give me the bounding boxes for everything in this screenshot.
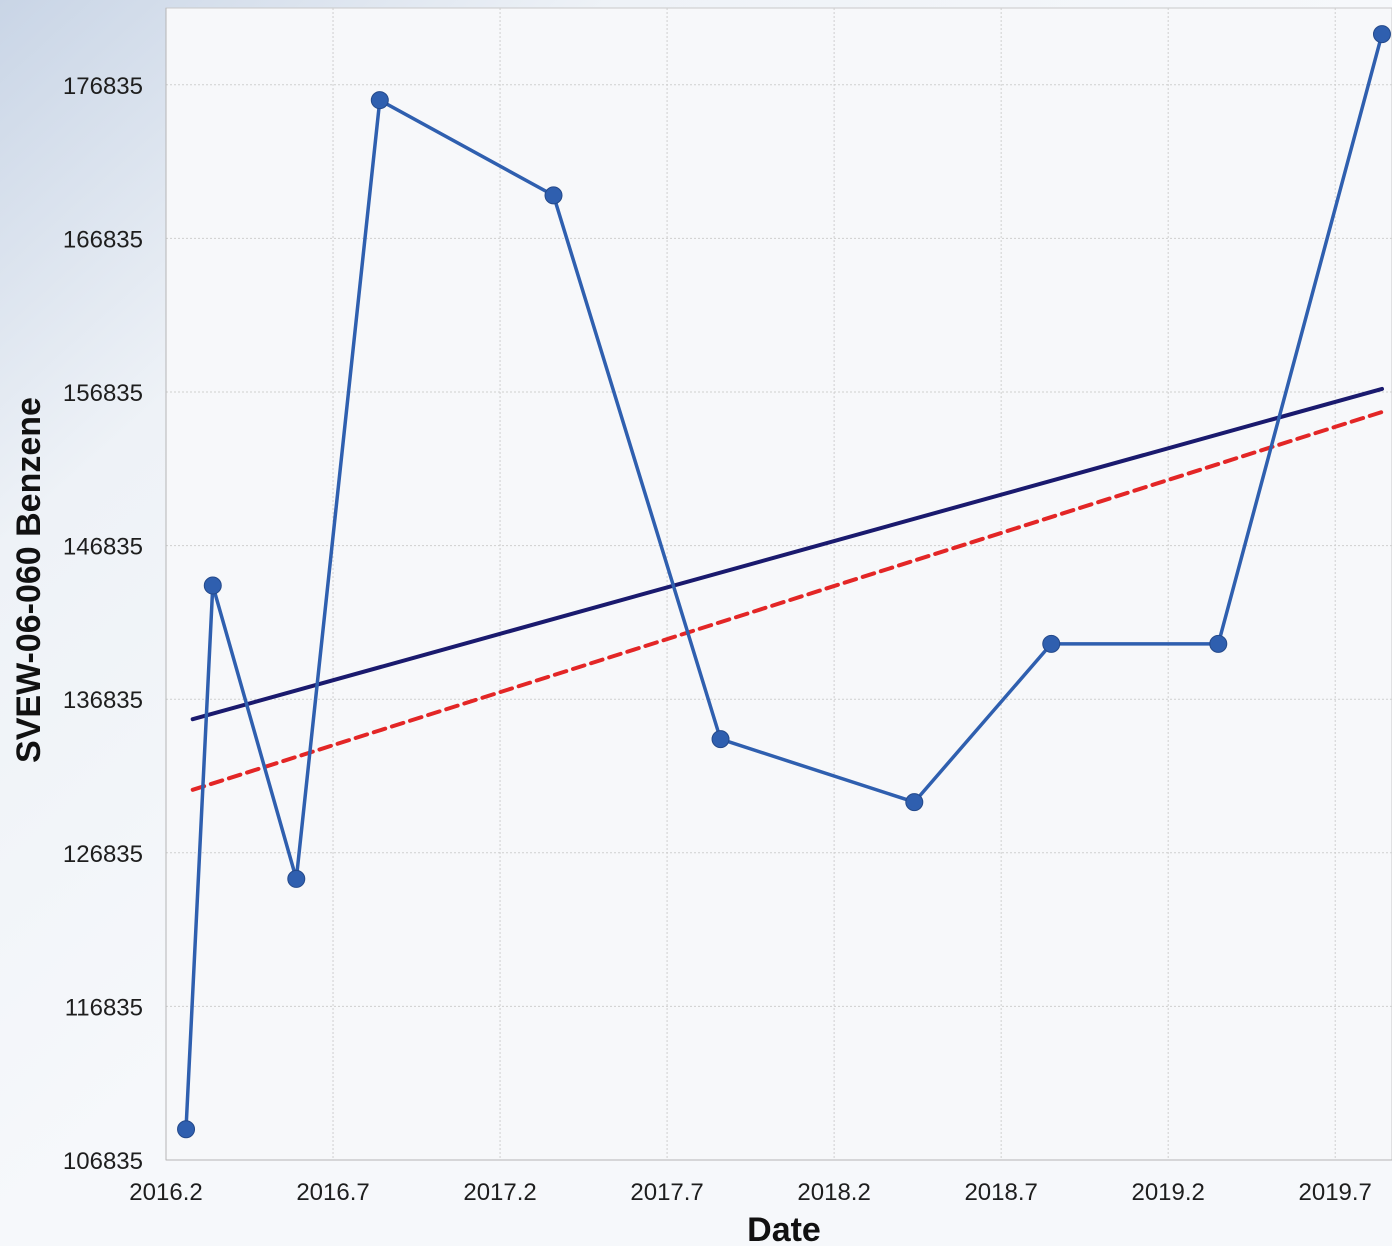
y-tick-label: 156835 bbox=[63, 380, 143, 407]
y-tick-label: 136835 bbox=[63, 687, 143, 714]
x-tick-label: 2018.2 bbox=[797, 1179, 870, 1206]
x-tick-label: 2018.7 bbox=[964, 1179, 1037, 1206]
x-tick-label: 2016.2 bbox=[129, 1179, 202, 1206]
x-tick-label: 2017.2 bbox=[463, 1179, 536, 1206]
data-point bbox=[1209, 634, 1228, 653]
data-point bbox=[1372, 25, 1391, 44]
data-point bbox=[287, 869, 306, 888]
y-tick-label: 176835 bbox=[63, 73, 143, 100]
data-point bbox=[1042, 634, 1061, 653]
y-tick-label: 146835 bbox=[63, 534, 143, 561]
y-tick-label: 166835 bbox=[63, 226, 143, 253]
data-point bbox=[203, 576, 222, 595]
x-tick-label: 2016.7 bbox=[296, 1179, 369, 1206]
x-tick-label: 2019.2 bbox=[1131, 1179, 1204, 1206]
data-point bbox=[905, 793, 924, 812]
data-point bbox=[370, 91, 389, 110]
x-tick-label: 2019.7 bbox=[1299, 1179, 1372, 1206]
trend-line-solid bbox=[190, 386, 1384, 722]
y-tick-label: 116835 bbox=[65, 994, 143, 1021]
y-tick-label: 126835 bbox=[63, 841, 143, 868]
y-axis-title: SVEW-06-060 Benzene bbox=[10, 397, 48, 763]
plot-area bbox=[165, 7, 1392, 1161]
data-point bbox=[177, 1120, 196, 1139]
series bbox=[177, 25, 1391, 1139]
trend-line-dashed bbox=[190, 410, 1384, 792]
grid bbox=[165, 8, 1392, 1161]
tick-labels: 2016.2 2016.7 2017.2 2017.7 2018.2 2018.7 2019… bbox=[63, 73, 1372, 1206]
x-axis-title: Date bbox=[747, 1211, 821, 1246]
data-point bbox=[711, 730, 730, 749]
x-tick-label: 2017.7 bbox=[630, 1179, 703, 1206]
y-tick-label: 106835 bbox=[63, 1148, 143, 1175]
data-line bbox=[184, 33, 1384, 1130]
data-point bbox=[544, 186, 563, 205]
